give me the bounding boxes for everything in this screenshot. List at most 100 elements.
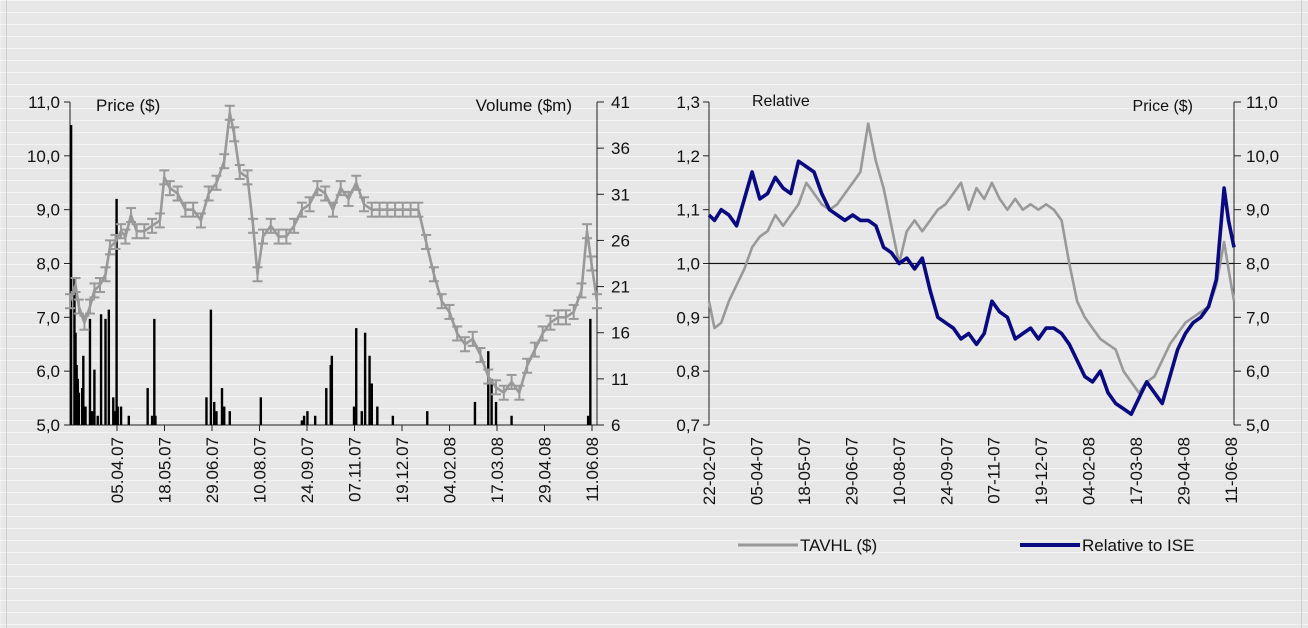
x-tick-label: 29.04.08 <box>536 437 555 503</box>
legend-label-relative: Relative to ISE <box>1082 536 1194 555</box>
volume-bar <box>115 198 118 425</box>
left-tick-label: 1,0 <box>676 255 700 274</box>
volume-bar <box>205 397 208 425</box>
price-point <box>224 104 235 121</box>
volume-bar <box>313 415 317 425</box>
price-point <box>491 379 502 396</box>
price-point <box>234 163 245 180</box>
price-point <box>258 228 269 245</box>
volume-bar <box>96 415 99 425</box>
price-point <box>522 357 533 374</box>
volume-bar <box>146 388 149 425</box>
left-tick-label: 6,0 <box>36 362 60 381</box>
price-point <box>139 223 150 240</box>
volume-bar <box>93 369 96 425</box>
price-point <box>304 196 315 213</box>
price-point <box>296 201 307 218</box>
price-point <box>582 223 593 240</box>
right-tick-label: 41 <box>611 93 630 112</box>
price-point <box>126 207 137 224</box>
right-tick-label: 7,0 <box>1246 308 1270 327</box>
left-tick-label: 0,8 <box>676 362 700 381</box>
price-point <box>428 266 439 283</box>
price-point <box>172 185 183 202</box>
left-axis-label: Relative <box>752 93 810 110</box>
price-point <box>229 126 240 143</box>
right-tick-label: 11,0 <box>1246 93 1278 112</box>
price-point <box>104 239 115 256</box>
volume-bar <box>90 411 94 425</box>
price-point <box>506 373 517 390</box>
price-point <box>592 293 602 310</box>
price-point <box>147 217 158 234</box>
left-tick-label: 1,1 <box>676 201 700 220</box>
price-point <box>195 212 206 229</box>
left-tick-label: 0,7 <box>676 416 700 435</box>
volume-bar <box>487 351 490 425</box>
left-tick-label: 1,2 <box>676 147 700 166</box>
price-point <box>242 169 253 186</box>
volume-bar <box>99 314 103 425</box>
right-tick-label: 9,0 <box>1246 201 1270 220</box>
price-point <box>586 255 597 272</box>
volume-bar <box>391 415 395 425</box>
right-tick-label: 10,0 <box>1246 147 1279 166</box>
x-tick-label: 05-04-07 <box>747 437 766 505</box>
price-point <box>444 303 455 320</box>
volume-bar <box>494 401 498 425</box>
volume-bar <box>127 415 131 425</box>
volume-bar <box>223 406 226 425</box>
x-tick-label: 11-06-08 <box>1222 437 1241 504</box>
price-point <box>335 180 346 197</box>
volume-bar <box>306 411 309 425</box>
price-point <box>188 201 199 218</box>
price-point <box>312 180 323 197</box>
price-point <box>265 217 276 234</box>
volume-bar <box>119 406 123 425</box>
x-tick-label: 07.11.07 <box>346 437 365 502</box>
left-tick-label: 11,0 <box>28 93 60 112</box>
x-tick-label: 29.06.07 <box>203 437 222 503</box>
volume-bar <box>150 415 154 425</box>
price-point <box>320 185 331 202</box>
right-axis-label: Volume ($m) <box>476 96 572 115</box>
volume-bar <box>490 378 493 425</box>
x-tick-label: 24.09.07 <box>298 437 317 503</box>
right-tick-label: 31 <box>611 185 630 204</box>
x-tick-label: 19-12-07 <box>1032 437 1051 505</box>
x-tick-label: 10.08.07 <box>251 437 270 503</box>
volume-bar <box>215 411 218 425</box>
x-tick-label: 18.05.07 <box>156 437 175 503</box>
price-point <box>467 330 478 347</box>
left-tick-label: 10,0 <box>27 147 60 166</box>
volume-bar <box>473 401 477 425</box>
volume-bar <box>368 355 371 425</box>
price-point <box>436 293 447 310</box>
price-point <box>110 233 121 250</box>
volume-bar <box>360 411 363 425</box>
price-point <box>568 303 579 320</box>
x-tick-label: 07-11-07 <box>985 437 1004 504</box>
volume-bar <box>107 309 111 425</box>
price-point <box>100 266 111 283</box>
price-point <box>452 325 463 342</box>
volume-bar <box>116 406 119 425</box>
price-point <box>560 309 571 326</box>
x-tick-label: 22-02-07 <box>700 437 719 505</box>
volume-bar <box>325 388 328 425</box>
price-point <box>211 174 222 191</box>
volume-bar <box>88 318 92 425</box>
volume-bar <box>426 411 429 425</box>
price-point <box>351 174 362 191</box>
price-point <box>529 341 540 358</box>
right-tick-label: 6 <box>611 416 620 435</box>
volume-bar <box>370 383 373 425</box>
x-tick-label: 04.02.08 <box>441 437 460 503</box>
price-point <box>459 336 470 353</box>
price-point <box>281 228 292 245</box>
right-tick-label: 5,0 <box>1246 416 1270 435</box>
price-point <box>70 277 81 294</box>
price-point <box>413 201 424 218</box>
